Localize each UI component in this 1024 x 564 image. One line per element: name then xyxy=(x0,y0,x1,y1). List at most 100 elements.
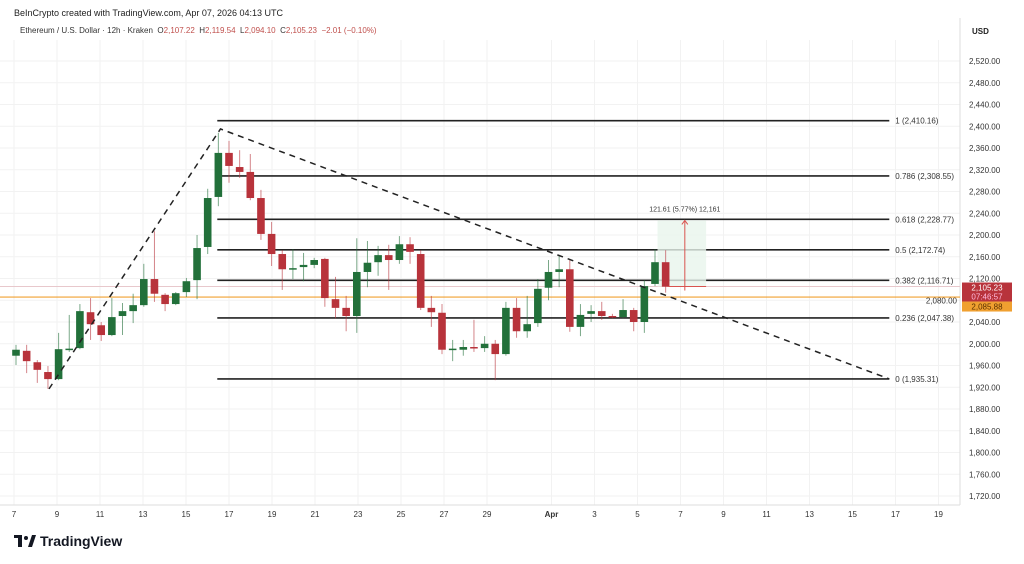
x-tick-label: 23 xyxy=(354,510,363,519)
close-label: C xyxy=(280,26,286,35)
candle-down xyxy=(416,254,425,308)
candle-down xyxy=(661,262,670,287)
fib-level-label: 0.5 (2,172.74) xyxy=(895,246,945,255)
y-tick-label: 2,200.00 xyxy=(969,231,1001,240)
currency-label[interactable]: USD xyxy=(972,27,989,36)
close-value: 2,105.23 xyxy=(285,26,317,35)
y-tick-label: 2,160.00 xyxy=(969,253,1001,262)
x-tick-label: 11 xyxy=(96,510,105,519)
last-price-tag xyxy=(962,282,1012,302)
candle-down xyxy=(150,279,159,294)
tradingview-logo-icon xyxy=(14,535,36,547)
candle-down xyxy=(491,343,500,355)
change-value: −2.01 (−0.10%) xyxy=(321,26,377,35)
x-tick-label: 5 xyxy=(635,510,640,519)
x-tick-label: 21 xyxy=(311,510,320,519)
candle-up xyxy=(459,347,468,350)
candle-down xyxy=(629,310,638,322)
x-tick-label: 17 xyxy=(891,510,900,519)
x-tick-label: 7 xyxy=(12,510,17,519)
candle-down xyxy=(406,244,414,252)
candle-up xyxy=(395,244,404,261)
candle-down xyxy=(321,258,329,299)
candle-up xyxy=(619,310,627,318)
y-tick-label: 2,480.00 xyxy=(969,79,1001,88)
candle-down xyxy=(470,347,478,349)
candle-up xyxy=(310,260,318,265)
open-value: 2,107.22 xyxy=(163,26,195,35)
high-label: H xyxy=(199,26,206,35)
y-tick-label: 2,240.00 xyxy=(969,209,1001,218)
measure-arrow-head-icon xyxy=(681,219,689,225)
y-tick-label: 1,760.00 xyxy=(969,470,1001,479)
candle-up xyxy=(76,311,84,349)
x-tick-label: 15 xyxy=(182,510,191,519)
candle-up xyxy=(289,268,297,270)
y-tick-label: 2,360.00 xyxy=(969,144,1001,153)
y-tick-label: 2,000.00 xyxy=(969,340,1001,349)
x-tick-label: 9 xyxy=(721,510,726,519)
y-tick-label: 2,040.00 xyxy=(969,318,1001,327)
candle-up xyxy=(171,293,180,305)
tradingview-logo: TradingView xyxy=(14,533,122,549)
x-tick-label: Apr xyxy=(545,510,559,519)
y-tick-label: 1,720.00 xyxy=(969,492,1001,501)
low-label: L xyxy=(240,26,245,35)
candle-down xyxy=(278,254,287,270)
last-price-value: 2,105.23 xyxy=(971,284,1003,293)
candle-down xyxy=(608,316,617,318)
candle-up xyxy=(544,271,553,288)
candle-down xyxy=(427,307,436,313)
trend-dashed-line xyxy=(48,128,890,390)
candle-up xyxy=(640,286,649,322)
candle-down xyxy=(342,307,350,317)
x-tick-label: 7 xyxy=(678,510,683,519)
fib-level-label: 0 (1,935.31) xyxy=(895,375,938,384)
x-tick-label: 19 xyxy=(934,510,943,519)
candle-up xyxy=(193,248,201,281)
bar-countdown: 07:46:57 xyxy=(971,293,1003,302)
symbol-title[interactable]: Ethereum / U.S. Dollar · 12h · Kraken xyxy=(20,26,153,35)
x-tick-label: 17 xyxy=(225,510,234,519)
candle-up xyxy=(299,264,308,268)
candle-up xyxy=(118,311,127,317)
y-tick-label: 2,280.00 xyxy=(969,188,1001,197)
x-tick-label: 25 xyxy=(397,510,406,519)
x-tick-label: 13 xyxy=(805,510,814,519)
fib-level-label: 0.618 (2,228.77) xyxy=(895,215,954,224)
candle-up xyxy=(448,348,457,351)
candle-up xyxy=(203,198,212,247)
y-tick-label: 1,880.00 xyxy=(969,405,1001,414)
candle-down xyxy=(331,299,340,308)
y-tick-label: 2,120.00 xyxy=(969,275,1001,284)
y-tick-label: 2,520.00 xyxy=(969,57,1001,66)
candle-up xyxy=(353,271,361,317)
y-tick-label: 2,080.00 xyxy=(926,296,958,305)
candle-down xyxy=(235,167,244,172)
symbol-legend: Ethereum / U.S. Dollar · 12h · Kraken O2… xyxy=(20,26,377,35)
candle-down xyxy=(597,311,606,317)
open-label: O xyxy=(157,26,164,35)
tradingview-logo-text: TradingView xyxy=(40,533,123,549)
measure-label: 121.61 (5.77%) 12,161 xyxy=(649,206,720,213)
candle-down xyxy=(86,312,95,325)
x-tick-label: 9 xyxy=(55,510,60,519)
high-value: 2,119.54 xyxy=(205,26,236,35)
candle-down xyxy=(267,233,276,255)
candle-up xyxy=(182,281,191,293)
candle-up xyxy=(502,307,510,355)
candle-up xyxy=(587,311,595,314)
x-tick-label: 27 xyxy=(440,510,449,519)
candle-down xyxy=(246,171,255,199)
candle-up xyxy=(54,349,63,380)
x-tick-label: 3 xyxy=(592,510,597,519)
fib-level-label: 0.786 (2,308.55) xyxy=(895,172,954,181)
y-tick-label: 1,800.00 xyxy=(969,449,1001,458)
y-tick-label: 2,400.00 xyxy=(969,122,1001,131)
candle-down xyxy=(225,152,233,166)
candle-down xyxy=(566,269,574,327)
candle-up xyxy=(480,343,489,349)
low-value: 2,094.10 xyxy=(244,26,276,35)
candle-down xyxy=(257,198,265,234)
